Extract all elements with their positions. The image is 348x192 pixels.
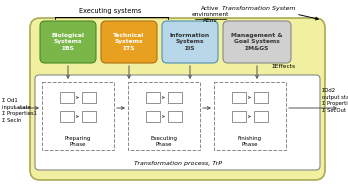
Text: Transformation System: Transformation System [221,6,295,11]
Text: Σ Od1
input state
Σ Properties1
Σ SecIn: Σ Od1 input state Σ Properties1 Σ SecIn [2,98,37,123]
Bar [60,111,74,122]
FancyBboxPatch shape [40,21,96,63]
Text: Information
Systems
ΣIS: Information Systems ΣIS [170,33,210,51]
Bar [254,92,268,103]
Text: Management &
Goal Systems
ΣM&GS: Management & Goal Systems ΣM&GS [231,33,283,51]
FancyBboxPatch shape [162,21,218,63]
Text: Active
environment
AEnv: Active environment AEnv [191,6,229,23]
Bar [232,111,246,122]
Bar [82,92,96,103]
Bar [128,82,200,150]
Text: Technical
Systems
ΣTS: Technical Systems ΣTS [113,33,145,51]
Bar [232,92,246,103]
Bar [254,111,268,122]
Text: Finishing
Phase: Finishing Phase [238,136,262,147]
FancyBboxPatch shape [223,21,291,63]
Text: Biological
Systems
ΣBS: Biological Systems ΣBS [52,33,85,51]
Bar [214,82,286,150]
FancyBboxPatch shape [30,18,325,180]
Text: Executing systems: Executing systems [79,8,141,14]
Text: Executing
Phase: Executing Phase [150,136,177,147]
Bar [146,111,160,122]
Text: Preparing
Phase: Preparing Phase [65,136,91,147]
Bar [42,82,114,150]
Bar [82,111,96,122]
Text: Transformation process, TrP: Transformation process, TrP [134,161,221,166]
FancyBboxPatch shape [101,21,157,63]
Bar [168,111,182,122]
Bar [60,92,74,103]
FancyBboxPatch shape [35,75,320,170]
Text: ΣOd2
output state
Σ Properties2
Σ SecOut: ΣOd2 output state Σ Properties2 Σ SecOut [322,88,348,113]
Bar [168,92,182,103]
Text: ΣEffects: ΣEffects [271,64,295,69]
Bar [146,92,160,103]
